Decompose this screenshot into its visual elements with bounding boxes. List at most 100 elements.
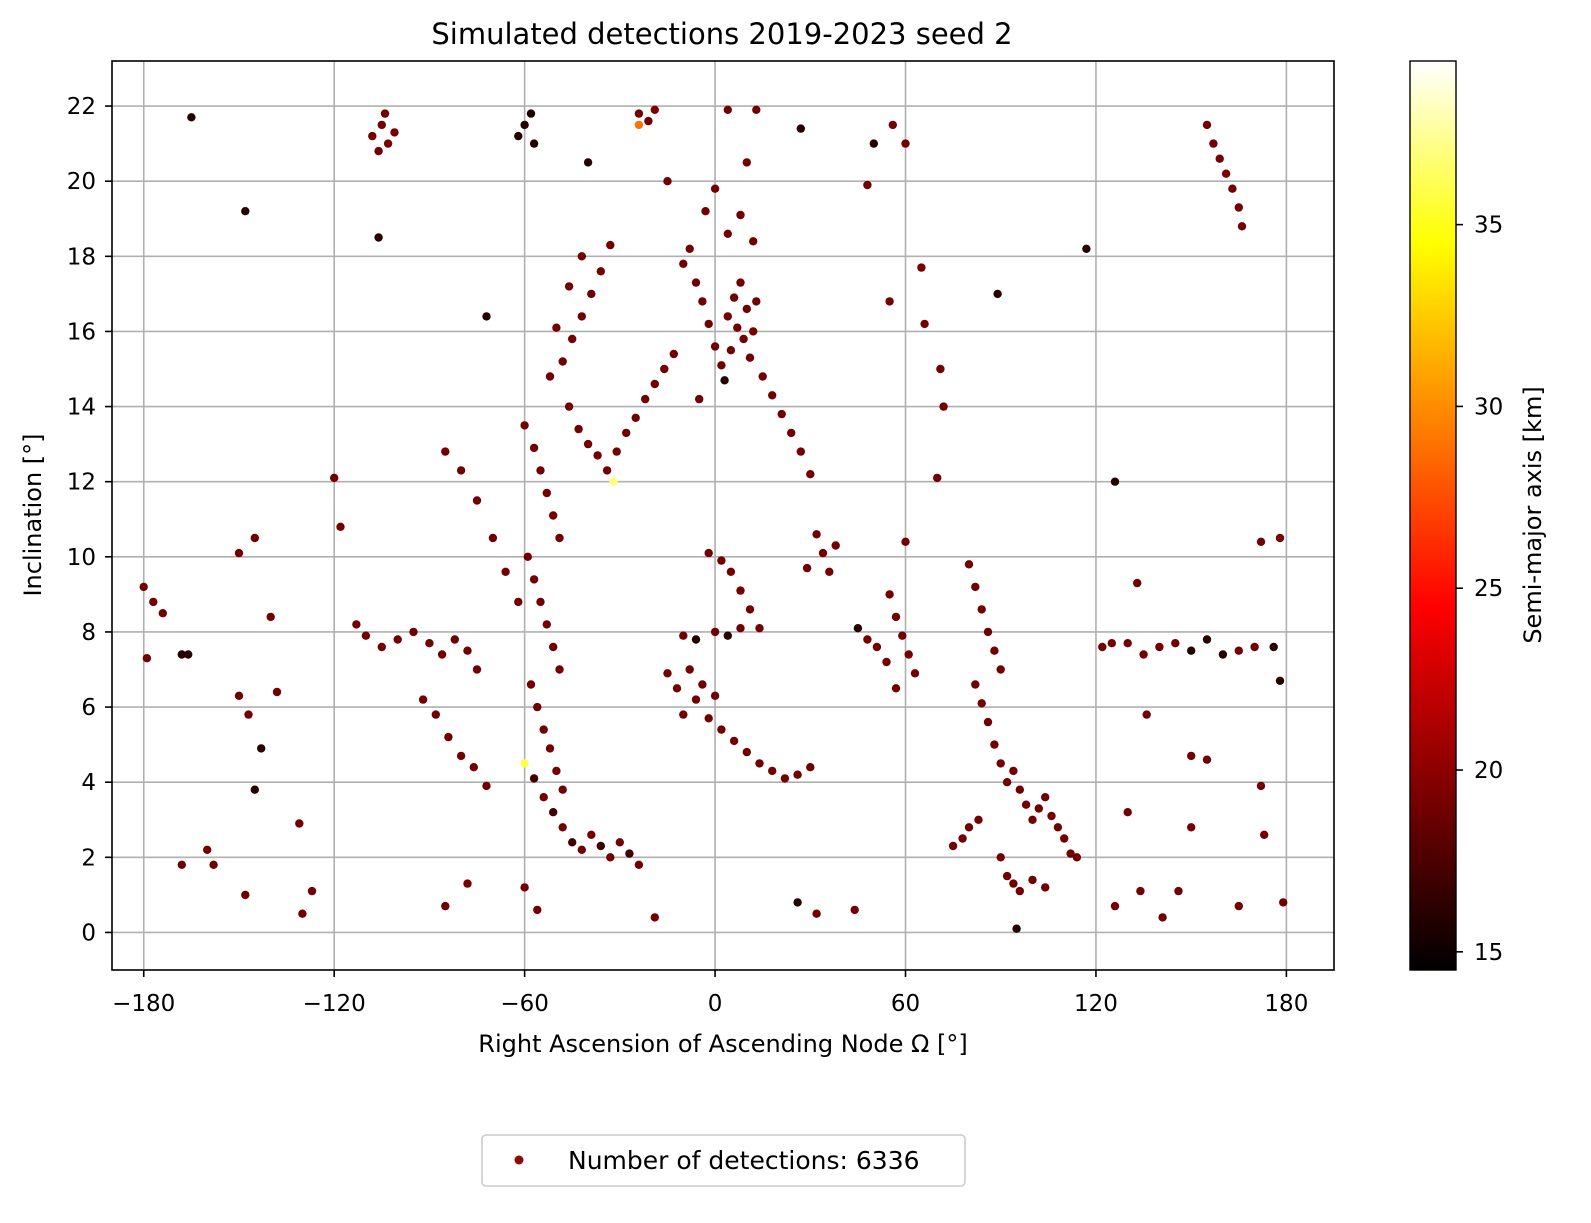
data-point: [450, 635, 459, 644]
data-point: [568, 334, 577, 344]
data-point: [1187, 646, 1196, 655]
data-point: [1021, 800, 1031, 809]
data-point: [587, 830, 596, 839]
data-point: [1015, 785, 1024, 794]
data-point: [298, 909, 307, 918]
colorbar-tick-label: 25: [1474, 576, 1503, 602]
data-point: [933, 473, 942, 483]
data-point: [869, 139, 878, 148]
data-point: [1041, 793, 1050, 802]
data-point: [974, 815, 983, 824]
data-point: [723, 229, 732, 238]
data-point: [1187, 751, 1196, 761]
x-tick-label: 180: [1264, 991, 1308, 1017]
data-point: [625, 849, 634, 858]
data-point: [1123, 808, 1132, 817]
data-point: [698, 680, 707, 689]
data-point: [568, 838, 577, 847]
data-point: [736, 278, 745, 287]
data-point: [552, 323, 561, 332]
data-point: [1009, 766, 1018, 776]
data-point: [539, 793, 548, 802]
data-point: [898, 631, 907, 640]
data-point: [552, 766, 561, 776]
data-point: [529, 443, 539, 453]
y-tick-label: 4: [81, 770, 96, 796]
data-point: [374, 146, 383, 156]
data-point: [558, 785, 567, 794]
legend-box: [481, 1134, 966, 1187]
data-point: [749, 237, 758, 246]
data-point: [520, 421, 529, 430]
data-point: [529, 139, 539, 148]
data-point: [377, 120, 386, 130]
data-point: [533, 905, 542, 915]
colorbar-tick-label: 35: [1474, 213, 1503, 239]
x-tick-label: −180: [112, 991, 175, 1017]
data-point: [679, 710, 688, 719]
data-point: [758, 372, 767, 381]
data-point: [726, 567, 736, 576]
data-point: [1275, 533, 1285, 543]
data-point: [736, 624, 745, 633]
data-point: [606, 240, 615, 250]
data-point: [545, 744, 555, 753]
data-point: [1279, 898, 1288, 907]
data-point: [536, 597, 545, 607]
data-point: [488, 533, 498, 543]
data-point: [742, 158, 751, 167]
data-point: [425, 639, 434, 648]
data-point: [971, 680, 980, 689]
data-point: [241, 890, 250, 900]
data-point: [523, 552, 532, 561]
data-point: [1187, 823, 1196, 832]
data-point: [1155, 642, 1164, 652]
data-point: [717, 556, 726, 565]
data-point: [615, 838, 624, 847]
data-point: [695, 394, 704, 404]
data-point: [891, 684, 901, 693]
data-point: [742, 304, 751, 314]
data-point: [158, 609, 167, 618]
data-point: [796, 447, 805, 456]
data-point: [577, 845, 586, 854]
data-point: [996, 759, 1005, 768]
data-point: [1234, 901, 1244, 911]
data-point: [1066, 849, 1075, 858]
data-point: [777, 409, 786, 419]
data-point: [149, 597, 158, 607]
data-point: [1012, 924, 1021, 933]
data-point: [564, 402, 574, 411]
data-point: [295, 819, 304, 828]
data-point: [1110, 477, 1120, 486]
data-point: [1028, 815, 1037, 824]
y-tick-label: 20: [67, 169, 96, 195]
data-point: [691, 278, 701, 287]
data-point: [383, 139, 393, 148]
data-point: [1041, 883, 1050, 892]
data-point: [514, 597, 523, 607]
data-point: [587, 289, 596, 299]
data-point: [729, 736, 739, 746]
data-point: [456, 466, 466, 475]
data-point: [717, 361, 726, 370]
data-point: [850, 905, 859, 915]
data-point: [1171, 639, 1180, 648]
data-point: [755, 759, 764, 768]
data-point: [574, 424, 583, 434]
data-point: [469, 763, 478, 772]
data-point: [1209, 139, 1218, 148]
data-point: [1015, 886, 1024, 896]
data-point: [234, 691, 244, 700]
data-point: [361, 631, 371, 640]
data-point: [526, 680, 536, 689]
data-point: [558, 823, 567, 832]
data-point: [1215, 154, 1224, 163]
colorbar-tick-label: 30: [1474, 394, 1503, 420]
data-point: [631, 413, 640, 422]
data-point: [583, 439, 593, 449]
data-point: [729, 293, 739, 302]
colorbar-ticks: 15 20 25 30 35: [1456, 213, 1503, 966]
data-point: [796, 124, 805, 133]
colorbar: [1409, 60, 1457, 971]
